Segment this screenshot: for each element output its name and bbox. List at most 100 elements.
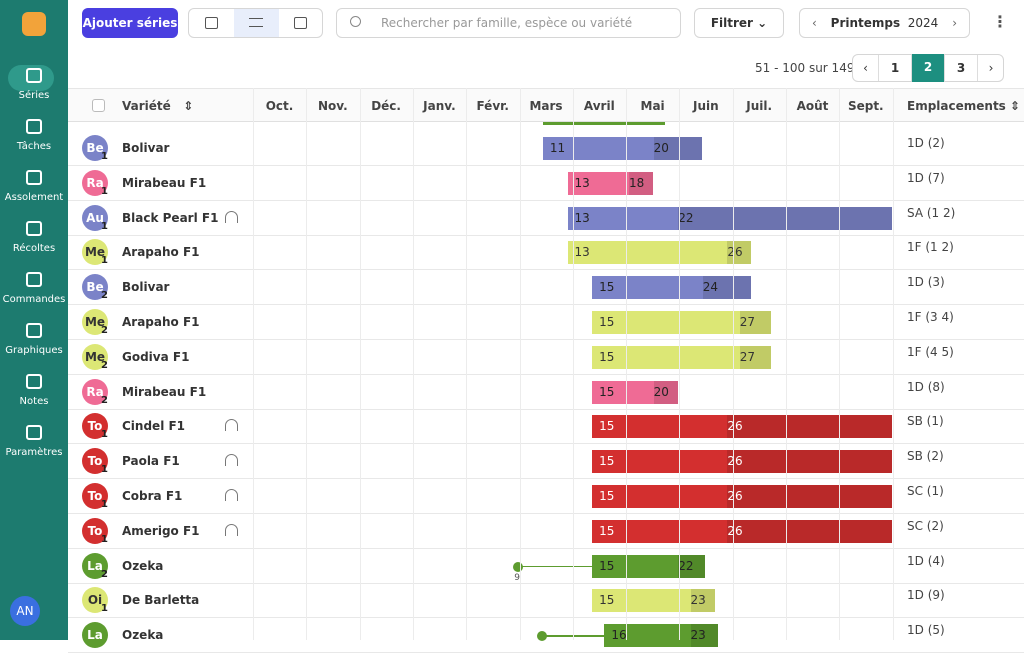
variety-header[interactable]: Variété ⇕ [122, 99, 194, 113]
harvest-week: 26 [727, 245, 743, 260]
growth-bar[interactable] [592, 380, 678, 404]
growth-bar[interactable] [592, 276, 751, 300]
nav-item[interactable]: Récoltes [0, 221, 68, 261]
growth-bar[interactable] [592, 311, 771, 334]
table-row[interactable]: To 1 Cindel F1 SB (1) 15 26 [68, 409, 1024, 445]
growth-bar[interactable] [567, 171, 653, 195]
harvest-bar[interactable] [702, 276, 751, 300]
variety-name[interactable]: Ozeka [122, 628, 164, 643]
table-row[interactable]: Me 1 Arapaho F1 1F (1 2) 13 26 [68, 235, 1024, 271]
nav-item[interactable]: Séries [0, 68, 68, 108]
select-all[interactable] [92, 99, 105, 112]
variety-name[interactable]: Arapaho F1 [122, 315, 200, 329]
chart-icon[interactable] [294, 17, 307, 29]
filter-button[interactable]: Filtrer ⌄ [694, 8, 784, 38]
nav-label: Commandes [2, 294, 66, 305]
growth-bar[interactable] [592, 450, 892, 474]
variety-name[interactable]: Arapaho F1 [122, 245, 200, 260]
growth-bar[interactable] [592, 519, 892, 543]
table-row[interactable]: To 1 Cobra F1 SC (1) 15 26 [68, 479, 1024, 514]
harvest-bar[interactable] [653, 380, 678, 404]
growth-bar[interactable] [592, 345, 771, 369]
table-row[interactable]: Ra 1 Mirabeau F1 1D (7) 13 18 [68, 166, 1024, 201]
variety-name[interactable]: Bolivar [122, 280, 170, 295]
harvest-bar[interactable] [739, 311, 771, 334]
table-row[interactable]: Me 2 Arapaho F1 1F (3 4) 15 27 [68, 305, 1024, 340]
start-week: 15 [599, 489, 615, 503]
more-menu[interactable]: ⋮ [992, 12, 1008, 31]
month-header: Déc. [371, 99, 401, 113]
crop-avatar: La [82, 622, 108, 649]
harvest-bar[interactable] [727, 485, 892, 508]
nav-item[interactable]: Tâches [0, 119, 68, 159]
variety-name[interactable]: Paola F1 [122, 454, 180, 469]
variety-name[interactable]: Cindel F1 [122, 419, 186, 434]
start-week: 15 [599, 523, 615, 538]
logo[interactable] [22, 12, 46, 36]
harvest-bar[interactable] [727, 450, 892, 474]
harvest-bar[interactable] [678, 554, 705, 578]
harvest-bar[interactable] [727, 519, 892, 543]
growth-bar[interactable] [592, 415, 892, 439]
add-button[interactable]: Ajouter séries [82, 8, 178, 38]
table-row[interactable]: Me 2 Godiva F1 1F (4 5) 15 27 [68, 340, 1024, 375]
table-row[interactable]: Au 1 Black Pearl F1 SA (1 2) 13 22 [68, 201, 1024, 236]
variety-name[interactable]: Cobra F1 [122, 489, 183, 503]
nav-item[interactable]: Notes [0, 374, 68, 414]
variety-name[interactable]: Ozeka [122, 558, 164, 573]
start-week: 16 [611, 628, 627, 643]
growth-bar[interactable] [592, 554, 705, 578]
page-button[interactable]: 3 [945, 55, 978, 81]
table-row[interactable]: La Ozeka 1D (5) 16 23 [68, 618, 1024, 653]
table-row[interactable]: Oi 1 De Barletta 1D (9) 15 23 [68, 583, 1024, 619]
table-row[interactable]: Ra 2 Mirabeau F1 1D (8) 15 20 [68, 375, 1024, 410]
location: 1F (4 5) [907, 344, 954, 359]
growth-bar[interactable] [567, 206, 892, 230]
next[interactable]: › [952, 16, 957, 30]
variety-name[interactable]: Bolivar [122, 141, 170, 155]
growth-bar[interactable] [592, 589, 715, 613]
variety-name[interactable]: Mirabeau F1 [122, 384, 207, 399]
month-header: Juin [693, 99, 719, 113]
growth-bar[interactable] [542, 137, 702, 160]
view-active[interactable] [234, 9, 279, 37]
harvest-bar[interactable] [727, 415, 892, 439]
nav-item[interactable]: Assolement [0, 170, 68, 210]
page-button[interactable]: 2 [912, 54, 945, 82]
harvest-bar[interactable] [739, 345, 771, 369]
table-row[interactable]: Be 1 Bolivar 1D (2) 11 20 [68, 131, 1024, 166]
search-input[interactable]: Rechercher par famille, espèce ou variét… [336, 8, 681, 38]
harvest-bar[interactable] [678, 206, 892, 230]
table-row[interactable]: Be 2 Bolivar 1D (3) 15 24 [68, 270, 1024, 306]
growth-bar[interactable] [592, 485, 892, 508]
month-header: Juil. [746, 99, 773, 113]
table-row[interactable]: To 1 Amerigo F1 SC (2) 15 26 [68, 514, 1024, 549]
variety-name[interactable]: Mirabeau F1 [122, 175, 207, 190]
variety-name[interactable]: Black Pearl F1 [122, 210, 219, 225]
variety-name[interactable]: Amerigo F1 [122, 523, 200, 538]
page-button[interactable]: 1 [879, 55, 912, 81]
table-row[interactable]: To 1 Paola F1 SB (2) 15 26 [68, 444, 1024, 480]
harvest-bar[interactable] [690, 589, 715, 613]
next-page[interactable]: › [988, 61, 994, 75]
grid-line [679, 88, 681, 640]
calendar-icon[interactable] [205, 17, 218, 29]
user-avatar[interactable]: AN [10, 596, 40, 626]
locations-header[interactable]: Emplacements ⇕ [907, 99, 1021, 113]
variety-name[interactable]: Godiva F1 [122, 349, 190, 364]
growth-bar[interactable] [567, 241, 751, 265]
variety-name[interactable]: De Barletta [122, 593, 200, 608]
prev-page[interactable]: ‹ [853, 55, 879, 81]
season-picker[interactable]: ‹ Printemps 2024 › [799, 8, 970, 38]
prev[interactable]: ‹ [812, 16, 817, 30]
nav-label: Paramètres [5, 447, 63, 458]
nav-item[interactable]: Commandes [0, 272, 68, 312]
gantt-icon[interactable] [249, 18, 263, 27]
nav-item[interactable]: Paramètres [0, 425, 68, 465]
harvest-bar[interactable] [653, 137, 702, 160]
table-row[interactable]: La 2 Ozeka 1D (4) 9 15 22 [68, 549, 1024, 584]
nav-item[interactable]: Graphiques [0, 323, 68, 363]
crop-avatar: Ra [82, 169, 108, 196]
location: 1F (3 4) [907, 310, 954, 324]
harvest-bar[interactable] [629, 171, 653, 195]
